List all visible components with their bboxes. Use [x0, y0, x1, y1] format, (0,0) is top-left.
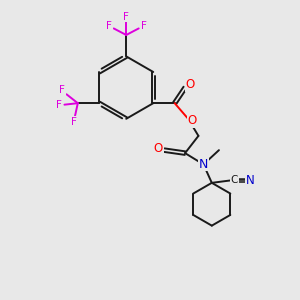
Text: F: F — [56, 100, 62, 110]
Text: F: F — [140, 21, 146, 31]
Text: F: F — [59, 85, 65, 95]
Text: N: N — [246, 174, 254, 187]
Text: O: O — [186, 78, 195, 91]
Text: F: F — [123, 11, 129, 22]
Text: O: O — [154, 142, 163, 155]
Text: F: F — [106, 21, 112, 31]
Text: F: F — [71, 117, 77, 127]
Text: C: C — [231, 176, 238, 185]
Text: N: N — [199, 158, 208, 171]
Text: O: O — [188, 114, 197, 127]
